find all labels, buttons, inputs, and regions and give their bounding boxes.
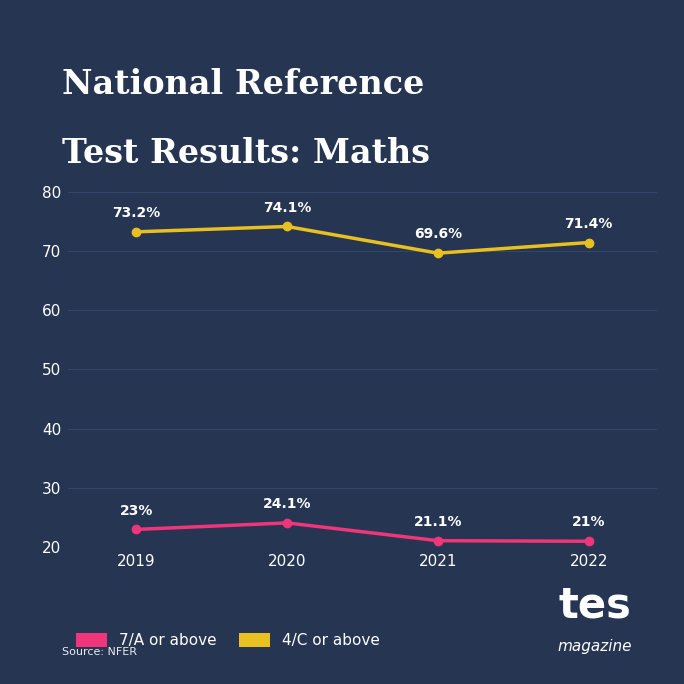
Text: magazine: magazine bbox=[558, 639, 632, 654]
Text: 21.1%: 21.1% bbox=[414, 515, 462, 529]
Text: 21%: 21% bbox=[572, 516, 605, 529]
Text: 69.6%: 69.6% bbox=[414, 227, 462, 241]
Text: tes: tes bbox=[559, 584, 631, 627]
Text: 71.4%: 71.4% bbox=[564, 217, 613, 231]
Legend: 7/A or above, 4/C or above: 7/A or above, 4/C or above bbox=[76, 633, 380, 648]
Text: 74.1%: 74.1% bbox=[263, 200, 311, 215]
Text: 24.1%: 24.1% bbox=[263, 497, 311, 511]
Text: National Reference: National Reference bbox=[62, 68, 424, 101]
Text: Source: NFER: Source: NFER bbox=[62, 646, 137, 657]
Text: Test Results: Maths: Test Results: Maths bbox=[62, 137, 430, 170]
Text: 23%: 23% bbox=[120, 503, 153, 518]
Text: 73.2%: 73.2% bbox=[112, 206, 161, 220]
